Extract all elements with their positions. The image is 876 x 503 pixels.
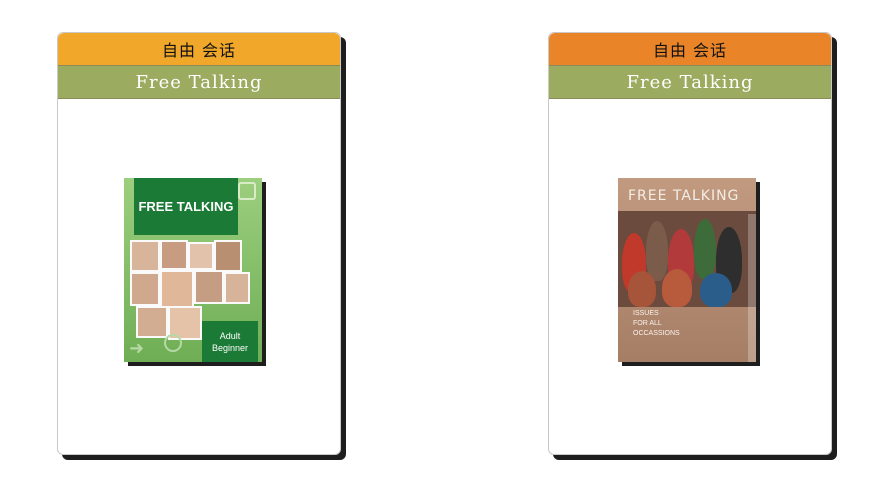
card-subtitle: Free Talking [549,66,831,99]
portrait-tile [224,272,250,304]
person-figure [694,219,716,279]
caption-line: OCCASSIONS [633,330,680,337]
person-figure [662,269,692,307]
decor-strip [748,214,756,362]
arrow-icon: ➜ [129,338,145,359]
card-subtitle: Free Talking [58,66,340,99]
cover-title: FREE TALKING [628,188,740,204]
book-card-issues[interactable]: 自由 会话 Free Talking FREE TALKING ISSUES F… [548,32,832,455]
cover-level-badge: Adult Beginner [202,321,258,362]
magnifier-icon [164,334,182,352]
portrait-tile [136,306,168,338]
cover-title: FREE TALKING [134,178,238,235]
group-photo [618,211,756,307]
portrait-tile [130,240,160,272]
person-figure [628,271,656,307]
portrait-tile [160,270,194,308]
caption-line: ISSUES [633,310,659,317]
portrait-tile [194,270,224,304]
book-card-adult-beginner[interactable]: 自由 会话 Free Talking FREE TALKING ➜ Adult … [57,32,341,455]
badge-line-beginner: Beginner [211,342,249,353]
book-cover-image[interactable]: FREE TALKING ISSUES FOR ALL OCCASSIONS [618,178,756,362]
leaf-icon [238,182,256,200]
portrait-tile [130,272,160,306]
caption-line: FOR ALL [633,320,662,327]
person-figure [700,273,732,307]
person-figure [646,221,668,281]
cover-caption: ISSUES FOR ALL OCCASSIONS [633,309,680,339]
badge-line-adult: Adult [219,330,241,341]
card-header: 自由 会话 [58,33,340,66]
book-cover-image[interactable]: FREE TALKING ➜ Adult Beginner [124,178,262,362]
portrait-tile [160,240,188,270]
portrait-tile [188,242,214,270]
portrait-tile [214,240,242,272]
card-header: 自由 会话 [549,33,831,66]
